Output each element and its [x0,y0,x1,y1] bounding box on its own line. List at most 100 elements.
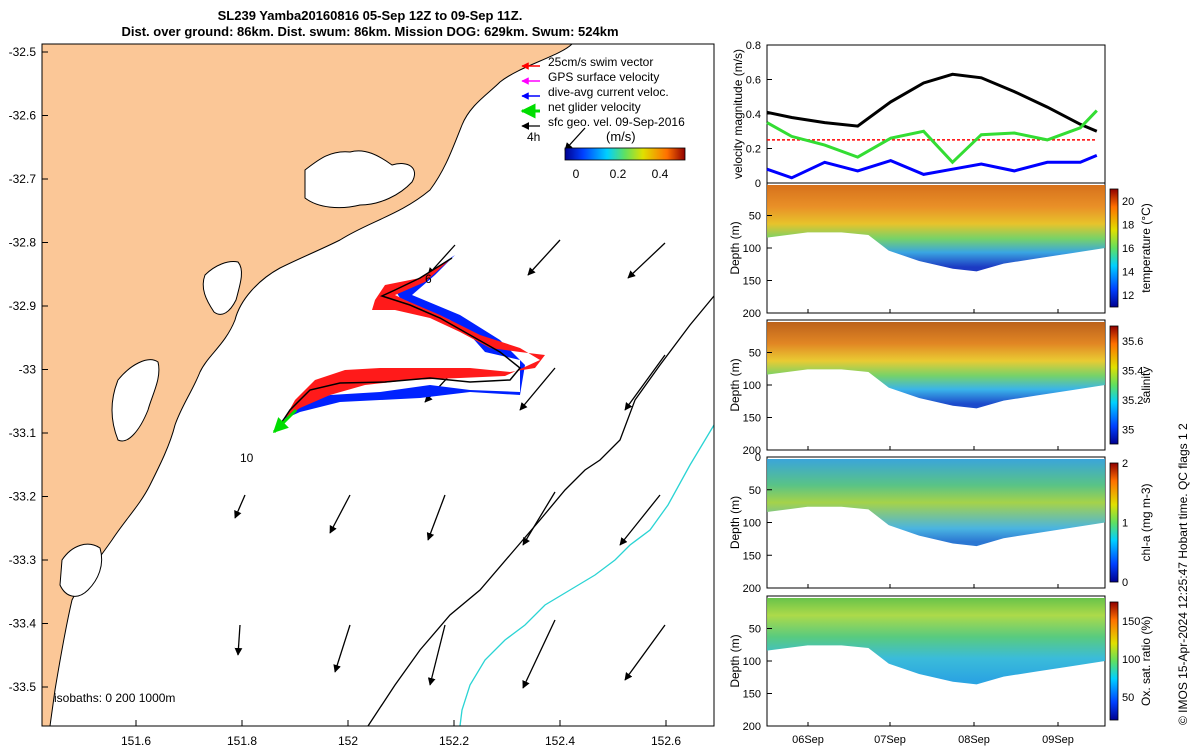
lake-shape [111,359,160,442]
map-y-tick-label: -32.7 [9,172,37,186]
map-colorbar [564,147,686,161]
section-colorbar-tick: 20 [1122,196,1134,208]
velocity-plot-frame [766,44,1106,184]
current-vector [234,494,246,519]
annotation-4h: 4h [527,130,540,144]
map-y-tick-label: -33 [19,363,37,377]
current-vector [427,624,446,686]
section-colorbar-tick: 12 [1122,290,1134,302]
map-x-tick-label: 152 [338,734,358,748]
map-y-tick-label: -32.6 [9,109,37,123]
velocity-y-tick-label: 0.8 [746,40,761,52]
section-colorbar-tick: 100 [1122,654,1140,666]
net-glider-vector [272,408,298,434]
map-legend: 25cm/s swim vector GPS surface velocity … [520,55,685,130]
depth-section-data [767,598,1105,685]
map-y-tick-label: -33.1 [9,426,37,440]
depth-section-data [767,459,1105,547]
current-vector [624,624,666,681]
depth-y-tick-label: 100 [743,518,761,530]
depth-y-tick-label: 100 [743,243,761,255]
legend-gps-velocity-label: GPS surface velocity [548,70,659,84]
section-colorbar [1109,325,1119,445]
map-y-tick-label: -33.5 [9,680,37,694]
current-vectors [234,127,666,689]
map-y-tick-label: -33.4 [9,617,37,631]
glider-path-line [279,257,522,426]
legend-swim-vector-label: 25cm/s swim vector [548,55,653,69]
map-colorbar-tick: 0 [573,167,580,181]
depth-section-data [767,322,1105,409]
lake-shape [59,543,103,597]
legend-net-glider-label: net glider velocity [548,100,641,114]
velocity-y-axis-label: velocity magnitude (m/s) [731,49,745,179]
date-x-tick-label: 07Sep [874,734,906,746]
depth-section-data [767,185,1105,272]
map-colorbar-title: (m/s) [606,129,636,144]
lake-shape [304,150,415,209]
depth-y-tick-label: 0 [755,452,761,464]
depth-y-tick-label: 200 [743,583,761,595]
depth-y-tick-label: 50 [749,624,761,636]
section-colorbar-tick: 16 [1122,243,1134,255]
section-colorbar-tick: 150 [1122,616,1140,628]
annotation-10: 10 [240,451,254,465]
map-y-tick-label: -33.3 [9,553,37,567]
depth-y-tick-label: 200 [743,445,761,457]
map-frame [41,43,715,727]
swim-vector-band [285,258,545,418]
legend-sfc-geo-label: sfc geo. vel. 09-Sep-2016 [548,115,685,129]
depth-y-tick-label: 100 [743,380,761,392]
map-panel: 4h 6 10 isobaths: 0 200 1000m 25cm/s swi… [9,43,715,748]
section-colorbar-tick: 0 [1122,577,1128,589]
date-x-tick-label: 09Sep [1042,734,1074,746]
copyright-note: © IMOS 15-Apr-2024 12:25:47 Hobart time.… [1176,423,1190,725]
velocity-y-tick-label: 0.4 [746,109,761,121]
lake-shape [202,261,242,315]
series-line-sfc-geo [766,72,1098,133]
map-x-tick-label: 151.8 [227,734,257,748]
depth-y-axis-label: Depth (m) [728,496,742,549]
depth-y-axis-label: Depth (m) [728,221,742,274]
section-colorbar-label: Ox. sat. ratio (%) [1139,616,1153,706]
isobath-200m [367,295,715,727]
isobaths-label: isobaths: 0 200 1000m [54,691,175,705]
depth-y-tick-label: 150 [743,413,761,425]
depth-y-tick-label: 200 [743,308,761,320]
velocity-y-tick-label: 0 [755,178,761,190]
map-y-tick-label: -32.5 [9,45,37,59]
current-vector [333,624,351,673]
series-line-net-glider [766,109,1098,165]
section-colorbar-tick: 35.2 [1122,395,1143,407]
section-colorbar-tick: 50 [1122,692,1134,704]
isobath-1000m [459,424,715,727]
section-colorbar-tick: 35 [1122,424,1134,436]
current-vector [564,127,586,151]
annotation-6: 6 [425,272,432,286]
current-vector [627,242,666,279]
velocity-y-tick-label: 0.2 [746,144,761,156]
map-y-tick-label: -32.8 [9,236,37,250]
map-y-tick-label: -33.2 [9,490,37,504]
legend-dive-avg-label: dive-avg current veloc. [548,85,669,99]
current-vector [624,354,666,411]
date-x-tick-label: 08Sep [958,734,990,746]
current-vector [619,494,661,546]
map-axis-ticks: 151.6 151.8 152 152.2 152.4 152.6 -32.5 -32.6 -3… [9,45,682,748]
map-x-tick-label: 151.6 [121,734,151,748]
section-colorbar-label: chl-a (mg m-3) [1139,483,1153,561]
map-x-tick-label: 152.6 [651,734,681,748]
chart-title-line2: Dist. over ground: 86km. Dist. swum: 86k… [121,24,619,39]
depth-y-tick-label: 150 [743,689,761,701]
depth-y-tick-label: 100 [743,656,761,668]
series-line-dive-avg-current [766,154,1098,180]
section-colorbar [1109,188,1119,308]
current-vector [234,624,243,656]
section-colorbar-tick: 2 [1122,458,1128,470]
section-colorbar-label: salinity [1139,367,1153,404]
current-vector [522,619,556,689]
depth-y-tick-label: 150 [743,550,761,562]
depth-y-axis-label: Depth (m) [728,634,742,687]
